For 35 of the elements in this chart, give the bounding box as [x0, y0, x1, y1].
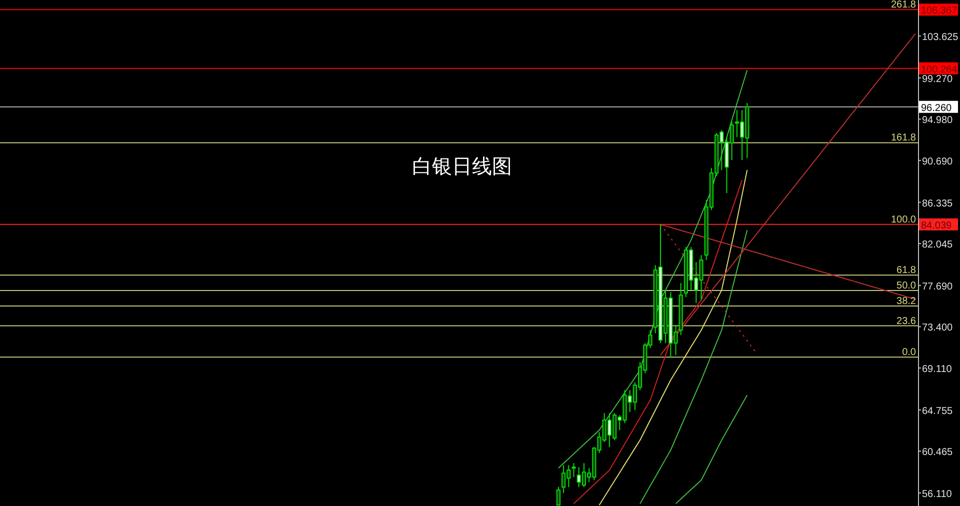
annotation: 23.6 — [896, 316, 916, 327]
candlestick — [556, 486, 560, 506]
y-tick-label: 90.690 — [922, 156, 954, 168]
y-tick-label: 56.110 — [922, 489, 952, 500]
line-series — [660, 33, 916, 356]
line-series — [558, 70, 748, 469]
price-label: 96.260 — [919, 100, 958, 114]
ref-line-label: 96.260 — [921, 102, 952, 114]
annotation: 100.0 — [890, 214, 916, 226]
line-series — [675, 394, 748, 504]
text: 白银日线图 — [412, 154, 512, 178]
y-tick-label: 99.270 — [922, 74, 954, 85]
price-label: 100.264 — [919, 62, 958, 76]
y-tick-label: 94.980 — [922, 115, 954, 126]
annotation: 61.8 — [896, 265, 916, 276]
annotation: 0.0 — [902, 347, 916, 358]
y-tick-label: 103.625 — [922, 32, 959, 44]
line-series — [598, 169, 748, 506]
y-tick-label: 82.045 — [922, 240, 954, 251]
annotation: 38.2 — [896, 296, 916, 308]
annotation: 261.8 — [890, 0, 916, 11]
ref-line-label: 84.039 — [921, 220, 952, 232]
y-tick-label: 69.110 — [922, 364, 952, 375]
annotation: 50.0 — [896, 280, 916, 292]
price-label: 84.039 — [919, 218, 958, 232]
annotation: 161.8 — [890, 132, 916, 144]
price-label: 106.367 — [919, 4, 958, 17]
y-tick-label: 64.755 — [922, 406, 954, 417]
line-series — [573, 180, 743, 504]
line-series — [640, 230, 748, 504]
y-tick-label: 60.465 — [922, 447, 954, 458]
y-tick-label: 77.690 — [922, 281, 954, 292]
y-tick-label: 86.335 — [922, 198, 954, 210]
candlestick — [572, 462, 576, 478]
y-tick-label: 73.400 — [922, 322, 954, 334]
